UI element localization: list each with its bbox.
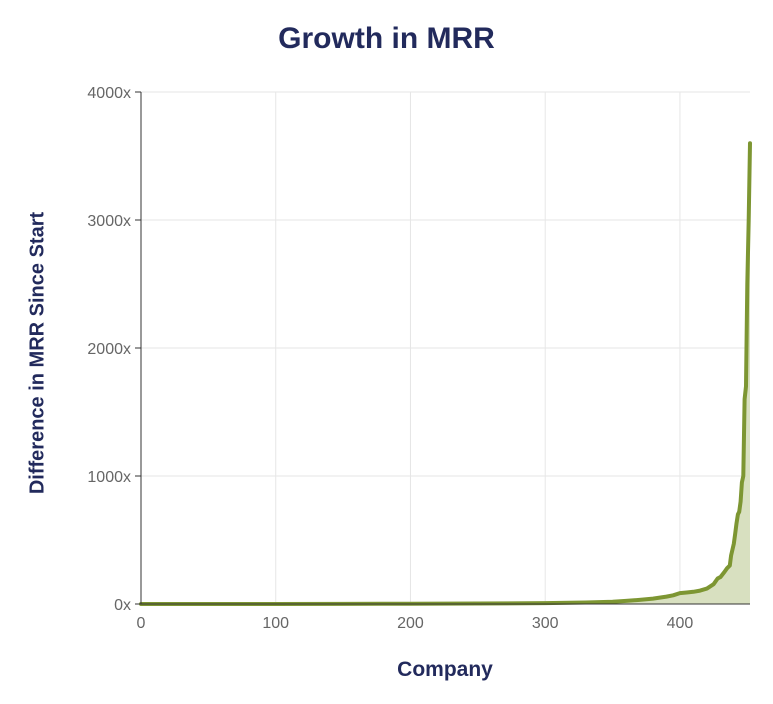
y-tick-label: 3000x xyxy=(87,213,131,230)
x-tick-label: 100 xyxy=(262,615,289,632)
series-line xyxy=(139,141,752,606)
series-area-fill xyxy=(141,143,750,604)
chart-title: Growth in MRR xyxy=(278,22,495,55)
y-axis-ticks: 0x 1000x 2000x 3000x 4000x xyxy=(87,85,141,614)
y-tick-label: 0x xyxy=(114,597,131,614)
y-tick-label: 4000x xyxy=(87,85,131,102)
x-tick-label: 300 xyxy=(532,615,559,632)
y-axis-label-text: Difference in MRR Since Start xyxy=(26,211,49,495)
x-axis-ticks: 0 100 200 300 400 xyxy=(137,615,694,632)
y-tick-label: 2000x xyxy=(87,341,131,358)
grid-lines xyxy=(141,91,750,604)
x-tick-label: 400 xyxy=(667,615,694,632)
x-tick-label: 200 xyxy=(397,615,424,632)
x-tick-label: 0 xyxy=(137,615,146,632)
x-axis-label: Company xyxy=(397,658,493,681)
y-tick-label: 1000x xyxy=(87,469,131,486)
